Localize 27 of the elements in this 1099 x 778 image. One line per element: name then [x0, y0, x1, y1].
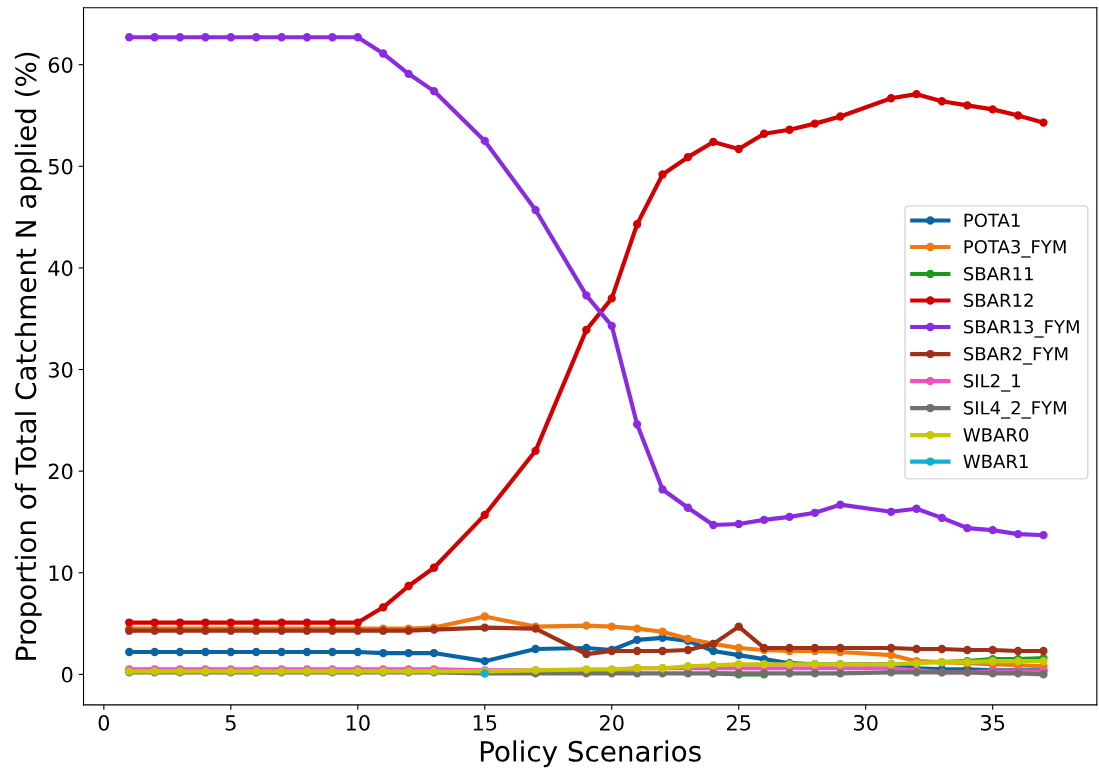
- legend-label: SBAR2_FYM: [964, 346, 1068, 365]
- legend-label: POTA3_FYM: [964, 239, 1066, 258]
- legend-label: WBAR1: [963, 454, 1028, 468]
- y-tick-label: 50: [48, 158, 73, 175]
- y-tick-label: 10: [49, 565, 73, 581]
- y-axis-title: Proportion of Total Catchment N applied (%): [14, 52, 42, 660]
- x-tick-label: 5: [225, 715, 236, 731]
- x-tick-label: 25: [727, 714, 751, 731]
- legend-label: WBAR0: [963, 427, 1029, 442]
- legend-label: POTA1: [964, 213, 1020, 228]
- legend-label: SIL4_2_FYM: [964, 400, 1066, 419]
- x-tick-label: 10: [346, 714, 370, 731]
- y-tick-label: 40: [48, 260, 73, 277]
- x-tick-label: 15: [473, 715, 497, 731]
- legend-label: SBAR11: [964, 266, 1033, 281]
- x-tick-label: 0: [98, 714, 110, 731]
- legend-label: SBAR12: [964, 293, 1033, 308]
- legend-label: SIL2_1: [964, 373, 1020, 392]
- x-axis-title: Policy Scenarios: [480, 740, 701, 768]
- y-tick-label: 20: [48, 463, 73, 480]
- x-tick-label: 30: [854, 714, 878, 731]
- legend-label: SBAR13_FYM: [964, 319, 1079, 338]
- x-tick-label: 20: [600, 714, 624, 731]
- y-tick-label: 0: [61, 666, 73, 683]
- y-tick-label: 30: [48, 361, 73, 378]
- y-tick-label: 60: [48, 57, 73, 73]
- x-tick-label: 35: [981, 714, 1005, 731]
